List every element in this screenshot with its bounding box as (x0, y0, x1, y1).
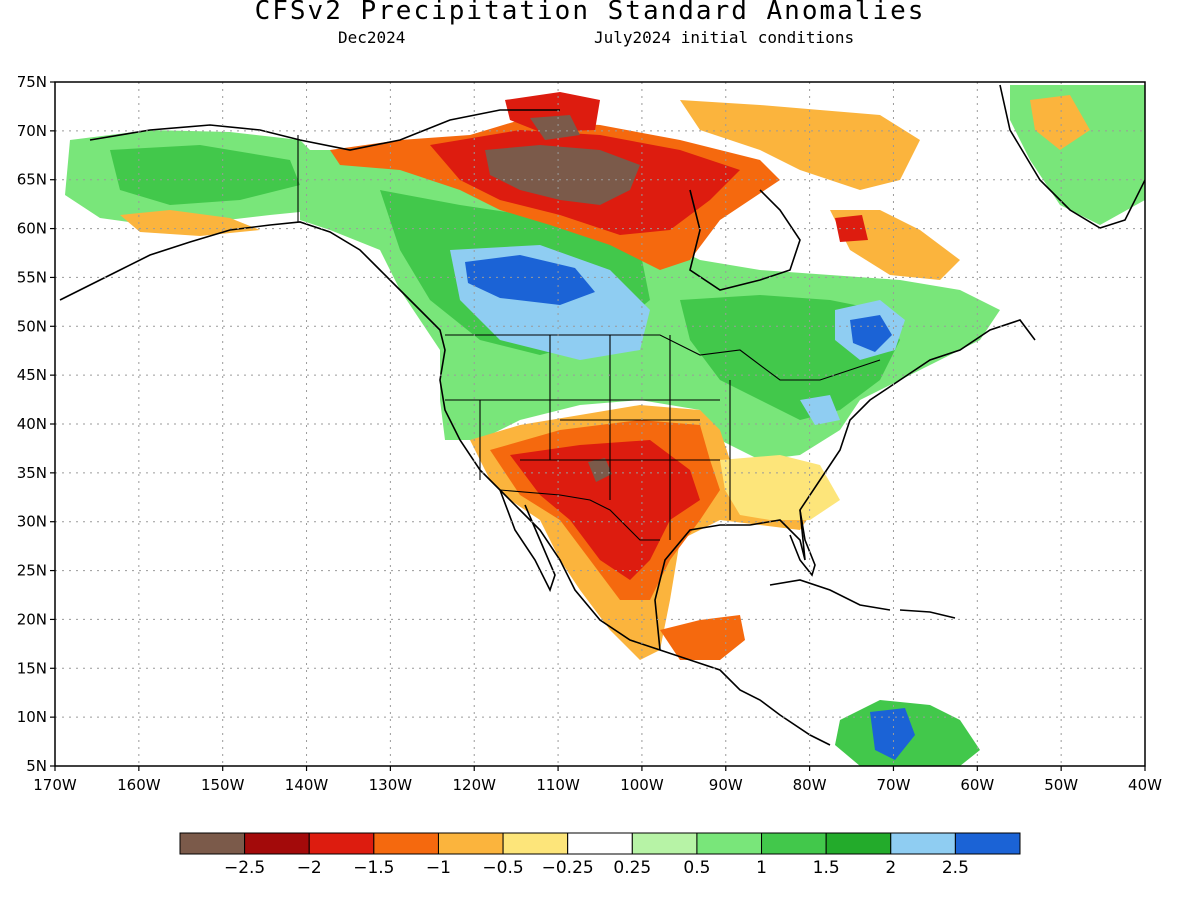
colorbar-swatch (179, 832, 246, 855)
colorbar: −2.5 −2 −1.5 −1 −0.5 −0.25 0.25 0.5 1 1.5 2 2.5 (179, 832, 1021, 878)
borders (297, 135, 881, 541)
colorbar-label: 0.5 (683, 858, 710, 878)
florida (789, 509, 816, 577)
southwest-dry-red (510, 440, 700, 580)
lon-tick-label: 140W (285, 776, 329, 794)
colorbar-label: −2 (297, 858, 322, 878)
colorbar-label: −0.25 (542, 858, 594, 878)
colorbar-label: −2.5 (224, 858, 265, 878)
lon-tick-label: 40W (1128, 776, 1162, 794)
lon-tick-label: 70W (877, 776, 911, 794)
lon-tick-label: 150W (201, 776, 245, 794)
colorbar-label: 1 (756, 858, 767, 878)
colorbar-swatch (761, 832, 827, 855)
nunavut-very-dry (485, 145, 640, 205)
colorbar-swatch (696, 832, 763, 855)
lon-tick-label: 120W (452, 776, 496, 794)
baja-coast (499, 489, 556, 593)
lat-tick-label: 35N (17, 464, 47, 482)
colorbar-label: −1.5 (353, 858, 394, 878)
colorbar-label: −0.5 (482, 858, 523, 878)
colorbar-swatch (308, 832, 375, 855)
axis-ticks: 75N 70N 65N 60N 55N 50N 45N 40N 35N 30N 25N 20N 15N 1… (17, 73, 1162, 794)
colorbar-label: 0.25 (613, 858, 651, 878)
lon-tick-label: 60W (960, 776, 994, 794)
alaska-south-dry (120, 210, 260, 236)
graticule (55, 82, 1145, 766)
arctic-top-very-dry (530, 115, 580, 140)
colorbar-swatch (502, 832, 569, 855)
lon-tick-label: 130W (369, 776, 413, 794)
arctic-coast (89, 109, 560, 151)
lon-tick-label: 90W (709, 776, 743, 794)
lon-tick-label: 160W (117, 776, 161, 794)
lon-tick-label: 110W (536, 776, 580, 794)
us-mexico-border (499, 489, 660, 541)
colorbar-swatch (244, 832, 310, 855)
lat-tick-label: 30N (17, 513, 47, 531)
colorbar-label: 2 (885, 858, 896, 878)
colorbar-swatch (825, 832, 892, 855)
alaska-coast (59, 221, 831, 746)
greenland-wet (1010, 85, 1145, 225)
alaska-wet-core (110, 145, 300, 205)
forecast-month: Dec2024 (338, 28, 406, 47)
colorbar-swatch (890, 832, 956, 855)
arctic-top-dry (505, 92, 600, 132)
cuba-coast (769, 579, 891, 611)
colorbar-swatch (437, 832, 504, 855)
southeast-dry (720, 455, 840, 520)
lat-tick-label: 60N (17, 220, 47, 238)
labrador-dry-core (835, 215, 868, 242)
central-america-dry (660, 615, 745, 660)
initial-conditions: July2024 initial conditions (594, 28, 855, 47)
lat-tick-label: 25N (17, 562, 47, 580)
prairies-very-wet (465, 255, 595, 305)
lat-tick-label: 5N (26, 757, 47, 775)
lon-tick-label: 100W (620, 776, 664, 794)
lon-tick-label: 80W (793, 776, 827, 794)
state-lines (445, 335, 731, 540)
arctic-islands-dry (680, 100, 920, 190)
colorbar-swatch (373, 832, 439, 855)
lon-tick-label: 170W (33, 776, 77, 794)
lat-tick-label: 50N (17, 317, 47, 335)
colorbar-swatch (567, 832, 633, 855)
lat-tick-label: 10N (17, 708, 47, 726)
new-mexico-very-dry (588, 458, 612, 482)
hispaniola-coast (899, 609, 956, 619)
colorbar-label: 1.5 (813, 858, 840, 878)
lon-tick-label: 50W (1044, 776, 1078, 794)
colorbar-label: −1 (426, 858, 451, 878)
greenland-coast (999, 84, 1145, 229)
lat-tick-label: 70N (17, 122, 47, 140)
greenland-dry-patch (1030, 95, 1090, 150)
lat-tick-label: 45N (17, 366, 47, 384)
colorbar-swatch (631, 832, 698, 855)
lat-tick-label: 55N (17, 268, 47, 286)
map-title: CFSv2 Precipitation Standard Anomalies (254, 0, 926, 26)
lat-tick-label: 75N (17, 73, 47, 91)
lat-tick-label: 40N (17, 415, 47, 433)
lat-tick-label: 15N (17, 659, 47, 677)
colorbar-label: 2.5 (942, 858, 969, 878)
anomaly-field (65, 85, 1145, 766)
colombia-very-wet (870, 708, 915, 760)
hudson-bay (689, 189, 801, 291)
quebec-very-wet (850, 315, 892, 352)
lat-tick-label: 20N (17, 610, 47, 628)
colorbar-swatch (954, 832, 1021, 855)
lakes-light-blue (800, 395, 840, 425)
lat-tick-label: 65N (17, 171, 47, 189)
canada-us-border (445, 334, 881, 381)
